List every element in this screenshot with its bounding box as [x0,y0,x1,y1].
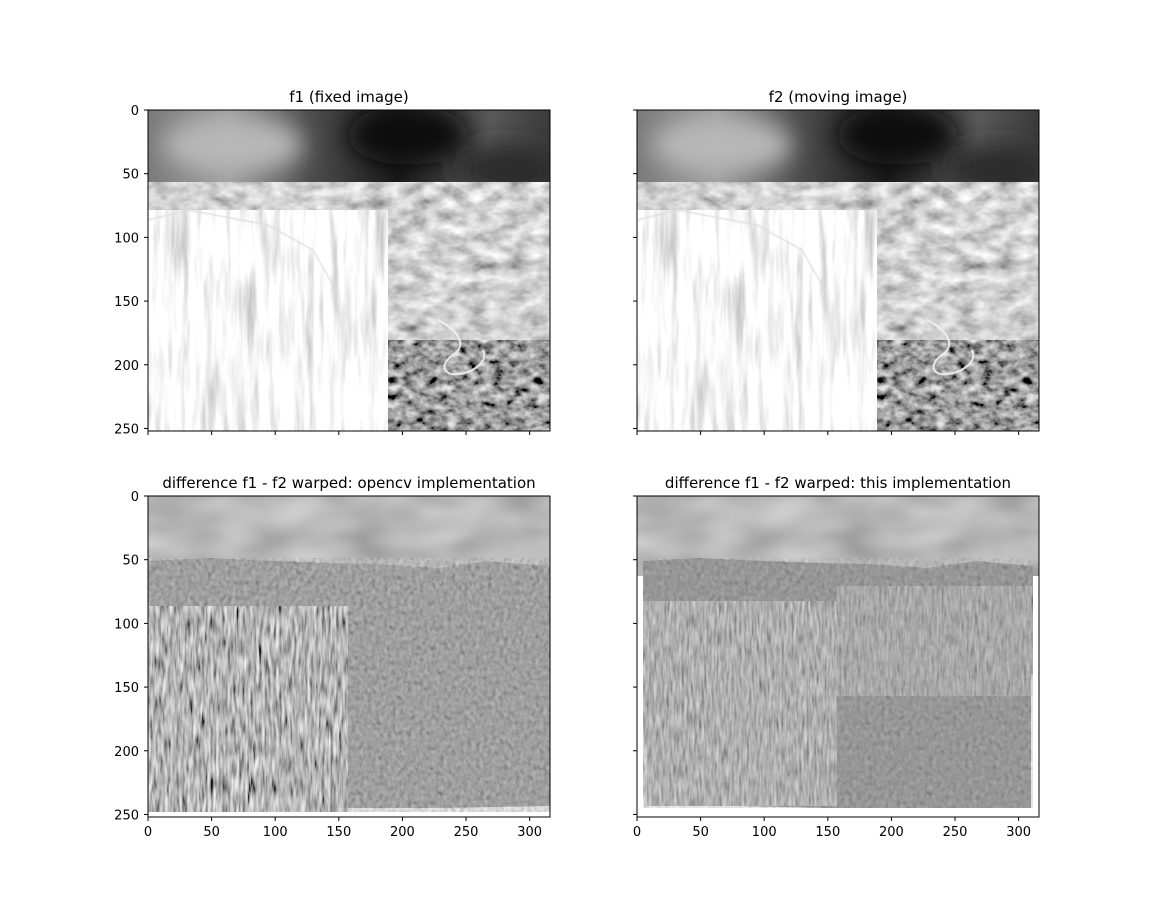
y-tick-label: 0 [131,104,139,119]
x-tick-label: 200 [390,825,415,840]
x-tick-label: 200 [879,825,904,840]
x-tick-label: 0 [144,825,152,840]
x-tick-label: 50 [203,825,220,840]
subplot-3: difference f1 - f2 warped: opencv implem… [114,474,551,840]
axes-frame [147,109,551,432]
x-tick-label: 300 [1006,825,1031,840]
x-tick-label: 0 [633,825,641,840]
subplot-title: f2 (moving image) [769,88,908,106]
axes-frame [636,109,1040,432]
axes-frame [147,495,551,818]
y-tick-label: 250 [114,422,139,437]
x-tick-label: 150 [815,825,840,840]
x-tick-label: 300 [517,825,542,840]
x-tick-label: 250 [943,825,968,840]
y-tick-label: 100 [114,617,139,632]
subplot-2: f2 (moving image) [633,88,1047,435]
subplot-title: difference f1 - f2 warped: this implemen… [665,474,1011,492]
x-tick-label: 100 [752,825,777,840]
x-tick-label: 100 [263,825,288,840]
y-tick-label: 200 [114,745,139,760]
x-tick-label: 50 [692,825,709,840]
x-tick-label: 150 [326,825,351,840]
subplot-4: difference f1 - f2 warped: this implemen… [633,474,1040,840]
y-tick-label: 150 [114,295,139,310]
image-plot [148,105,558,431]
y-tick-label: 250 [114,808,139,823]
y-tick-label: 50 [122,168,139,183]
y-tick-label: 200 [114,359,139,374]
y-tick-label: 100 [114,231,139,246]
subplot-title: difference f1 - f2 warped: opencv implem… [162,474,535,492]
axes-frame [636,495,1040,818]
image-plot [148,496,550,817]
y-tick-label: 150 [114,681,139,696]
image-plot [637,105,1047,431]
y-tick-label: 0 [131,490,139,505]
y-tick-label: 50 [122,554,139,569]
subplot-title: f1 (fixed image) [289,88,408,106]
subplot-1: f1 (fixed image) 0 50 100 150 200 250 [114,88,558,437]
x-tick-label: 250 [454,825,479,840]
image-plot [637,496,1039,817]
